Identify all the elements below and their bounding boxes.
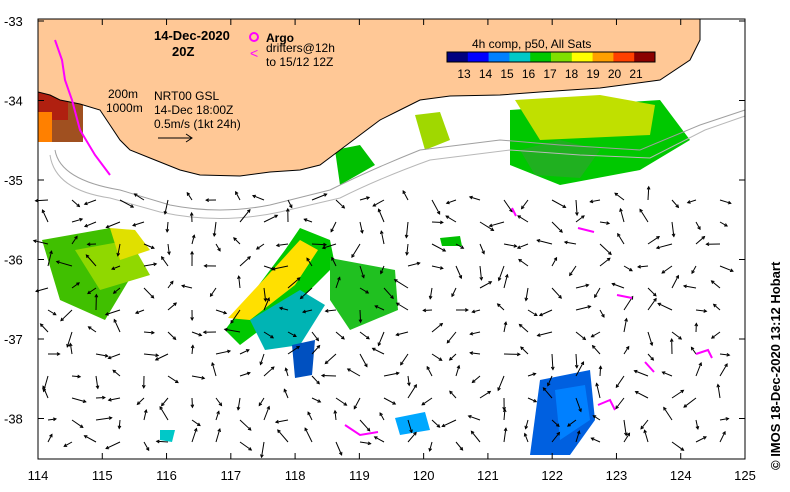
colorbar-tick-label: 15 [500, 67, 514, 81]
colorbar-tick-label: 17 [543, 67, 557, 81]
lat-tick-label: -34 [4, 94, 23, 109]
colorbar [446, 51, 656, 63]
model-time: 14-Dec 18:00Z [154, 103, 233, 117]
lon-tick-label: 124 [670, 468, 692, 483]
lon-tick-label: 123 [606, 468, 628, 483]
lon-tick-label: 121 [477, 468, 499, 483]
argo-marker-icon [249, 32, 259, 42]
drifter-marker-icon: < [250, 45, 258, 61]
colorbar-swatch [467, 52, 490, 62]
lon-tick-label: 118 [285, 468, 306, 483]
scale-label: 0.5m/s (1kt 24h) [154, 117, 241, 131]
contour-200m-label: 200m [108, 87, 138, 101]
colorbar-swatch [509, 52, 531, 62]
shelf-1000m [49, 115, 746, 219]
colorbar-swatch [571, 52, 594, 62]
colorbar-swatch [613, 52, 635, 62]
model-name: NRT00 GSL [154, 89, 219, 103]
header-date: 14-Dec-2020 [154, 28, 230, 43]
credit-area: © IMOS 18-Dec-2020 13:12 Hobart [768, 261, 783, 470]
colorbar-tick-label: 20 [608, 67, 622, 81]
lat-tick-labels: -33 -34 -35 -36 -37 -38 [4, 14, 745, 427]
drifters-label-2: to 15/12 12Z [266, 55, 333, 69]
map-frame [37, 18, 746, 460]
lon-tick-label: 125 [734, 468, 756, 483]
colorbar-ticks: 13 14 15 16 17 18 19 20 21 [457, 67, 643, 81]
lon-tick-label: 116 [156, 468, 177, 483]
credit-text: © IMOS 18-Dec-2020 13:12 Hobart [768, 261, 783, 470]
lon-tick-labels: 114 115 116 117 118 119 120 121 122 123 124 125 [28, 19, 756, 483]
colorbar-swatch [488, 52, 510, 62]
lon-tick-label: 117 [220, 468, 241, 483]
lon-tick-label: 119 [349, 468, 370, 483]
colorbar-title: 4h comp, p50, All Sats [472, 37, 591, 51]
colorbar-swatch [551, 52, 573, 62]
lat-tick-label: -38 [4, 412, 23, 427]
contour-1000m-label: 1000m [106, 101, 143, 115]
argo-label: Argo [266, 31, 294, 45]
drifter-tracks [54, 39, 713, 437]
lon-tick-label: 114 [28, 468, 49, 483]
lon-tick-label: 115 [92, 468, 113, 483]
colorbar-tick-label: 14 [479, 67, 493, 81]
lat-tick-label: -33 [4, 14, 23, 29]
colorbar-swatch [447, 52, 469, 62]
colorbar-swatch [530, 52, 552, 62]
lat-tick-label: -35 [4, 173, 23, 188]
colorbar-tick-label: 13 [457, 67, 471, 81]
colorbar-tick-label: 21 [629, 67, 643, 81]
colorbar-tick-label: 16 [522, 67, 536, 81]
lat-tick-label: -37 [4, 332, 23, 347]
current-vectors [32, 185, 734, 459]
header-hour: 20Z [172, 44, 194, 59]
colorbar-tick-label: 19 [586, 67, 600, 81]
colorbar-swatch [592, 52, 614, 62]
lat-tick-label: -36 [4, 253, 23, 268]
lon-tick-label: 120 [413, 468, 435, 483]
drifters-label-1: drifters@12h [266, 41, 335, 55]
lon-tick-label: 122 [541, 468, 563, 483]
shelf-200m [54, 109, 746, 211]
colorbar-tick-label: 18 [565, 67, 579, 81]
colorbar-swatch [634, 52, 656, 62]
